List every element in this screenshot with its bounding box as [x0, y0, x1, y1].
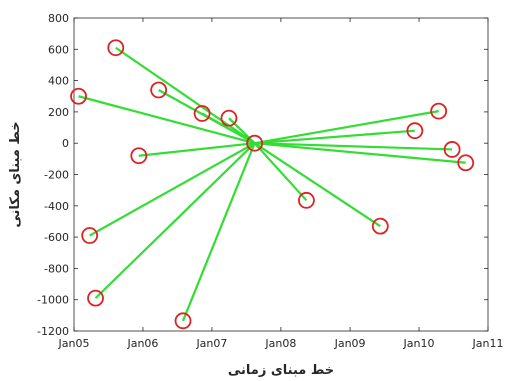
data-point-marker — [174, 312, 192, 330]
data-point-marker — [81, 227, 99, 244]
y-axis-title: خط مبنای مکانی — [8, 121, 23, 227]
plot-area-frame — [73, 17, 489, 332]
y-tick-label: 800 — [48, 12, 69, 25]
data-point-marker — [130, 147, 148, 165]
y-tick-label: -200 — [44, 169, 69, 182]
x-axis-title: خط مبنای زمانی — [228, 363, 334, 378]
x-tick-label: Jan06 — [126, 337, 158, 350]
y-tick-label: 0 — [62, 137, 69, 150]
data-point-marker — [87, 289, 104, 307]
y-tick-label: 600 — [48, 43, 69, 56]
data-point-marker — [150, 81, 168, 99]
y-tick-label: -600 — [44, 231, 69, 244]
x-tick-label: Jan05 — [58, 337, 90, 350]
data-point-marker — [371, 217, 389, 235]
baseline-line — [254, 129, 415, 145]
baseline-line — [254, 142, 453, 151]
baseline-line — [94, 142, 256, 299]
data-point-marker — [298, 191, 315, 209]
y-tick-label: -400 — [44, 200, 69, 213]
y-tick-label: 400 — [48, 75, 69, 88]
data-point-marker — [70, 87, 87, 105]
baseline-line — [115, 46, 256, 145]
baseline-line — [228, 117, 256, 144]
baseline-line — [254, 110, 439, 145]
baseline-line — [182, 142, 256, 322]
baseline-line — [254, 142, 466, 164]
x-tick-label: Jan08 — [264, 337, 296, 350]
x-tick-label: Jan07 — [195, 337, 227, 350]
x-tick-label: Jan09 — [334, 337, 366, 350]
y-tick-label: -1000 — [37, 294, 69, 307]
y-tick-label: -800 — [44, 262, 69, 275]
data-point-marker — [107, 39, 125, 57]
data-point-marker — [457, 154, 475, 172]
baseline-line — [253, 142, 308, 202]
data-point-marker — [220, 109, 238, 127]
data-point-marker — [193, 105, 211, 122]
x-tick-label: Jan11 — [472, 337, 504, 350]
y-tick-label: 200 — [48, 106, 69, 119]
data-point-marker — [443, 141, 461, 158]
x-tick-label: Jan10 — [403, 337, 435, 350]
baseline-line — [78, 95, 255, 145]
baseline-line — [138, 142, 255, 157]
baseline-line — [89, 142, 256, 237]
data-point-marker — [430, 102, 448, 120]
reference-point-marker — [246, 134, 264, 152]
baseline-line — [201, 112, 256, 145]
data-point-marker — [406, 122, 424, 140]
baseline-line — [254, 142, 381, 228]
y-tick-label: -1200 — [37, 325, 69, 338]
